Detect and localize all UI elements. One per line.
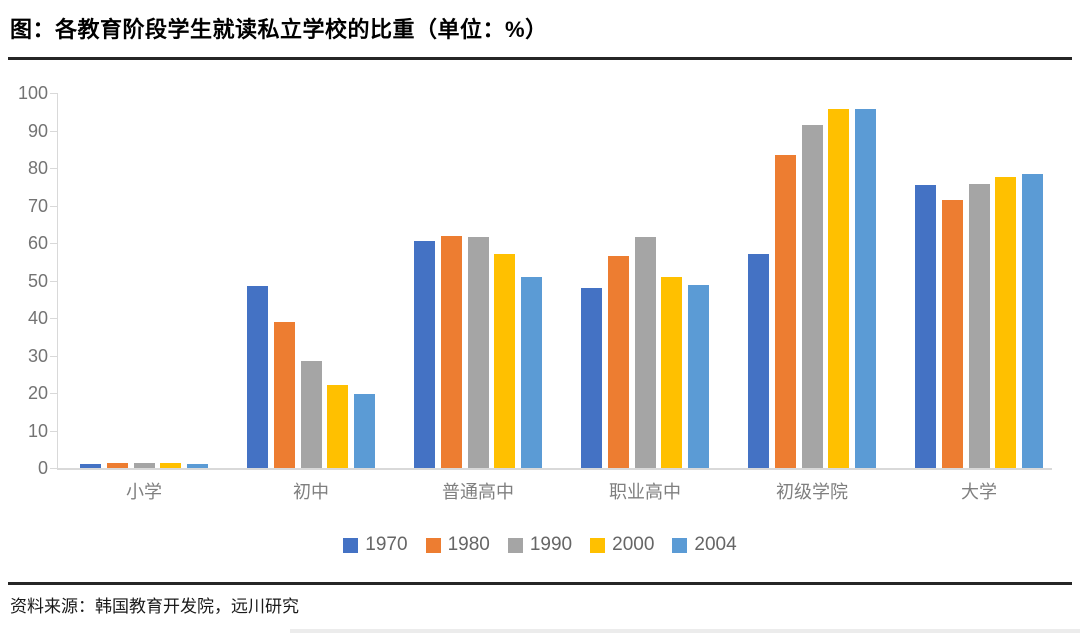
legend-item-1990: 1990 [507,534,573,556]
bar-1980-小学 [107,463,128,468]
y-tick-mark [50,318,57,319]
bar-2004-普通高中 [521,277,542,468]
bar-1970-初级学院 [748,254,769,468]
bar-1990-普通高中 [468,237,489,468]
y-tick-mark [50,93,57,94]
legend-swatch-icon [343,537,359,553]
legend-swatch-icon [672,537,688,553]
legend-label: 1990 [529,534,573,555]
y-tick-label: 20 [27,383,48,403]
bar-1970-普通高中 [414,241,435,468]
source-note: 资料来源：韩国教育开发院，远川研究 [10,597,299,616]
bar-2004-大学 [1022,174,1043,468]
category-label: 职业高中 [609,482,681,502]
bar-2004-初中 [354,394,375,468]
legend: 1970 1980 1990 2000 2004 [0,534,1080,556]
legend-item-1980: 1980 [425,534,490,556]
legend-label: 1970 [365,534,408,555]
bar-1980-职业高中 [608,256,629,468]
page-title: 图：各教育阶段学生就读私立学校的比重（单位：%） [10,17,548,42]
y-axis-line [57,93,58,468]
y-tick-label: 60 [27,233,48,253]
legend-label: 1980 [447,534,490,555]
y-tick-label: 0 [37,458,48,478]
title-rule [8,57,1072,60]
bar-2000-小学 [160,463,181,468]
bar-1970-初中 [247,286,268,468]
y-tick-mark [50,130,57,132]
category-label: 初级学院 [776,482,848,502]
legend-item-2004: 2004 [672,534,737,556]
y-tick-mark [50,205,57,207]
y-tick-label: 30 [27,345,48,366]
y-tick-mark [50,393,57,394]
y-tick-label: 80 [27,158,48,178]
bar-1970-大学 [915,185,936,468]
bar-1990-大学 [969,184,990,468]
y-tick-mark [50,168,57,169]
bottom-divider [290,629,1080,633]
legend-label: 2000 [612,534,655,555]
bar-1970-职业高中 [581,288,602,468]
bar-2004-初级学院 [855,109,876,468]
bar-2000-大学 [995,177,1016,468]
bar-1980-普通高中 [441,236,462,468]
y-tick-label: 100 [17,83,48,103]
y-tick-mark [50,468,57,469]
legend-swatch-icon [590,537,606,553]
legend-label: 2004 [694,534,737,555]
bar-1990-小学 [134,463,155,468]
bar-1990-职业高中 [635,237,656,468]
source-rule [8,582,1072,585]
category-label: 普通高中 [442,482,514,502]
bar-2000-初级学院 [828,109,849,468]
plot-area [57,93,1052,468]
legend-swatch-icon [425,537,441,553]
bar-1990-初中 [301,361,322,468]
y-tick-mark [50,355,57,357]
y-tick-label: 50 [27,270,48,291]
legend-item-2000: 2000 [590,534,654,556]
bar-2000-职业高中 [661,277,682,468]
bar-2000-初中 [327,385,348,468]
bar-2004-小学 [187,464,208,468]
bar-1970-小学 [80,464,101,468]
y-tick-mark [50,430,57,432]
y-tick-mark [50,243,57,244]
bar-1980-初级学院 [775,155,796,468]
legend-item-1970: 1970 [343,534,408,556]
x-axis-line [57,468,1052,470]
y-tick-label: 70 [27,195,48,216]
bar-chart: 0 10 20 30 40 50 60 70 80 90 100 小学 初中 普通高中 职业高中 初级学院 大… [0,80,1080,580]
y-tick-mark [50,280,57,282]
bar-1980-初中 [274,322,295,468]
category-label: 大学 [961,482,997,502]
bar-2004-职业高中 [688,285,709,468]
bar-2000-普通高中 [494,254,515,468]
category-label: 小学 [126,482,162,502]
y-tick-label: 10 [27,420,48,441]
category-label: 初中 [293,482,329,502]
bar-1990-初级学院 [802,125,823,468]
y-tick-label: 40 [27,308,48,328]
legend-swatch-icon [507,537,523,553]
y-tick-label: 90 [27,120,48,141]
bar-1980-大学 [942,200,963,468]
